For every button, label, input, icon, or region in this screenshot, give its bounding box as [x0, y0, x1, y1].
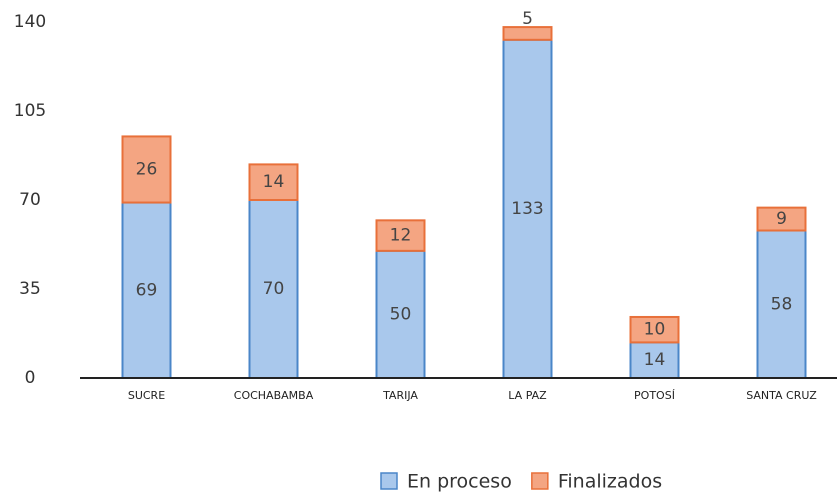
- legend-swatch: [531, 472, 549, 490]
- x-tick-label: SUCRE: [128, 389, 165, 402]
- y-tick-label: 70: [19, 190, 41, 210]
- bar-segment: [375, 219, 426, 252]
- x-tick-label: COCHABAMBA: [234, 389, 314, 402]
- data-label: 26: [136, 159, 158, 179]
- y-tick-label: 140: [14, 12, 46, 32]
- data-label: 70: [263, 279, 285, 299]
- legend-label: Finalizados: [558, 471, 662, 493]
- x-tick-label: LA PAZ: [508, 389, 547, 402]
- x-tick-label: TARIJA: [382, 389, 418, 402]
- bar-segment: [502, 26, 553, 41]
- data-label: 133: [511, 199, 543, 219]
- x-tick-label: SANTA CRUZ: [746, 389, 817, 402]
- bar-segment: [629, 315, 680, 344]
- legend-swatch: [380, 472, 398, 490]
- y-tick-label: 0: [25, 368, 36, 388]
- data-label: 58: [771, 294, 793, 314]
- data-label: 10: [644, 320, 666, 340]
- y-tick-label: 35: [19, 279, 41, 299]
- bar-segment: [121, 135, 172, 204]
- data-label: 50: [390, 304, 412, 324]
- data-label: 12: [390, 226, 412, 246]
- x-tick-label: POTOSÍ: [634, 389, 675, 402]
- data-label: 69: [136, 280, 158, 300]
- bar-segment: [248, 163, 299, 201]
- data-label: 9: [776, 209, 787, 229]
- data-label: 14: [644, 350, 666, 370]
- legend-label: En proceso: [407, 471, 512, 493]
- data-label: 5: [522, 9, 533, 29]
- bar-segment: [121, 201, 172, 379]
- data-label: 14: [263, 172, 285, 192]
- bar-segment: [756, 206, 807, 232]
- y-tick-label: 105: [14, 101, 46, 121]
